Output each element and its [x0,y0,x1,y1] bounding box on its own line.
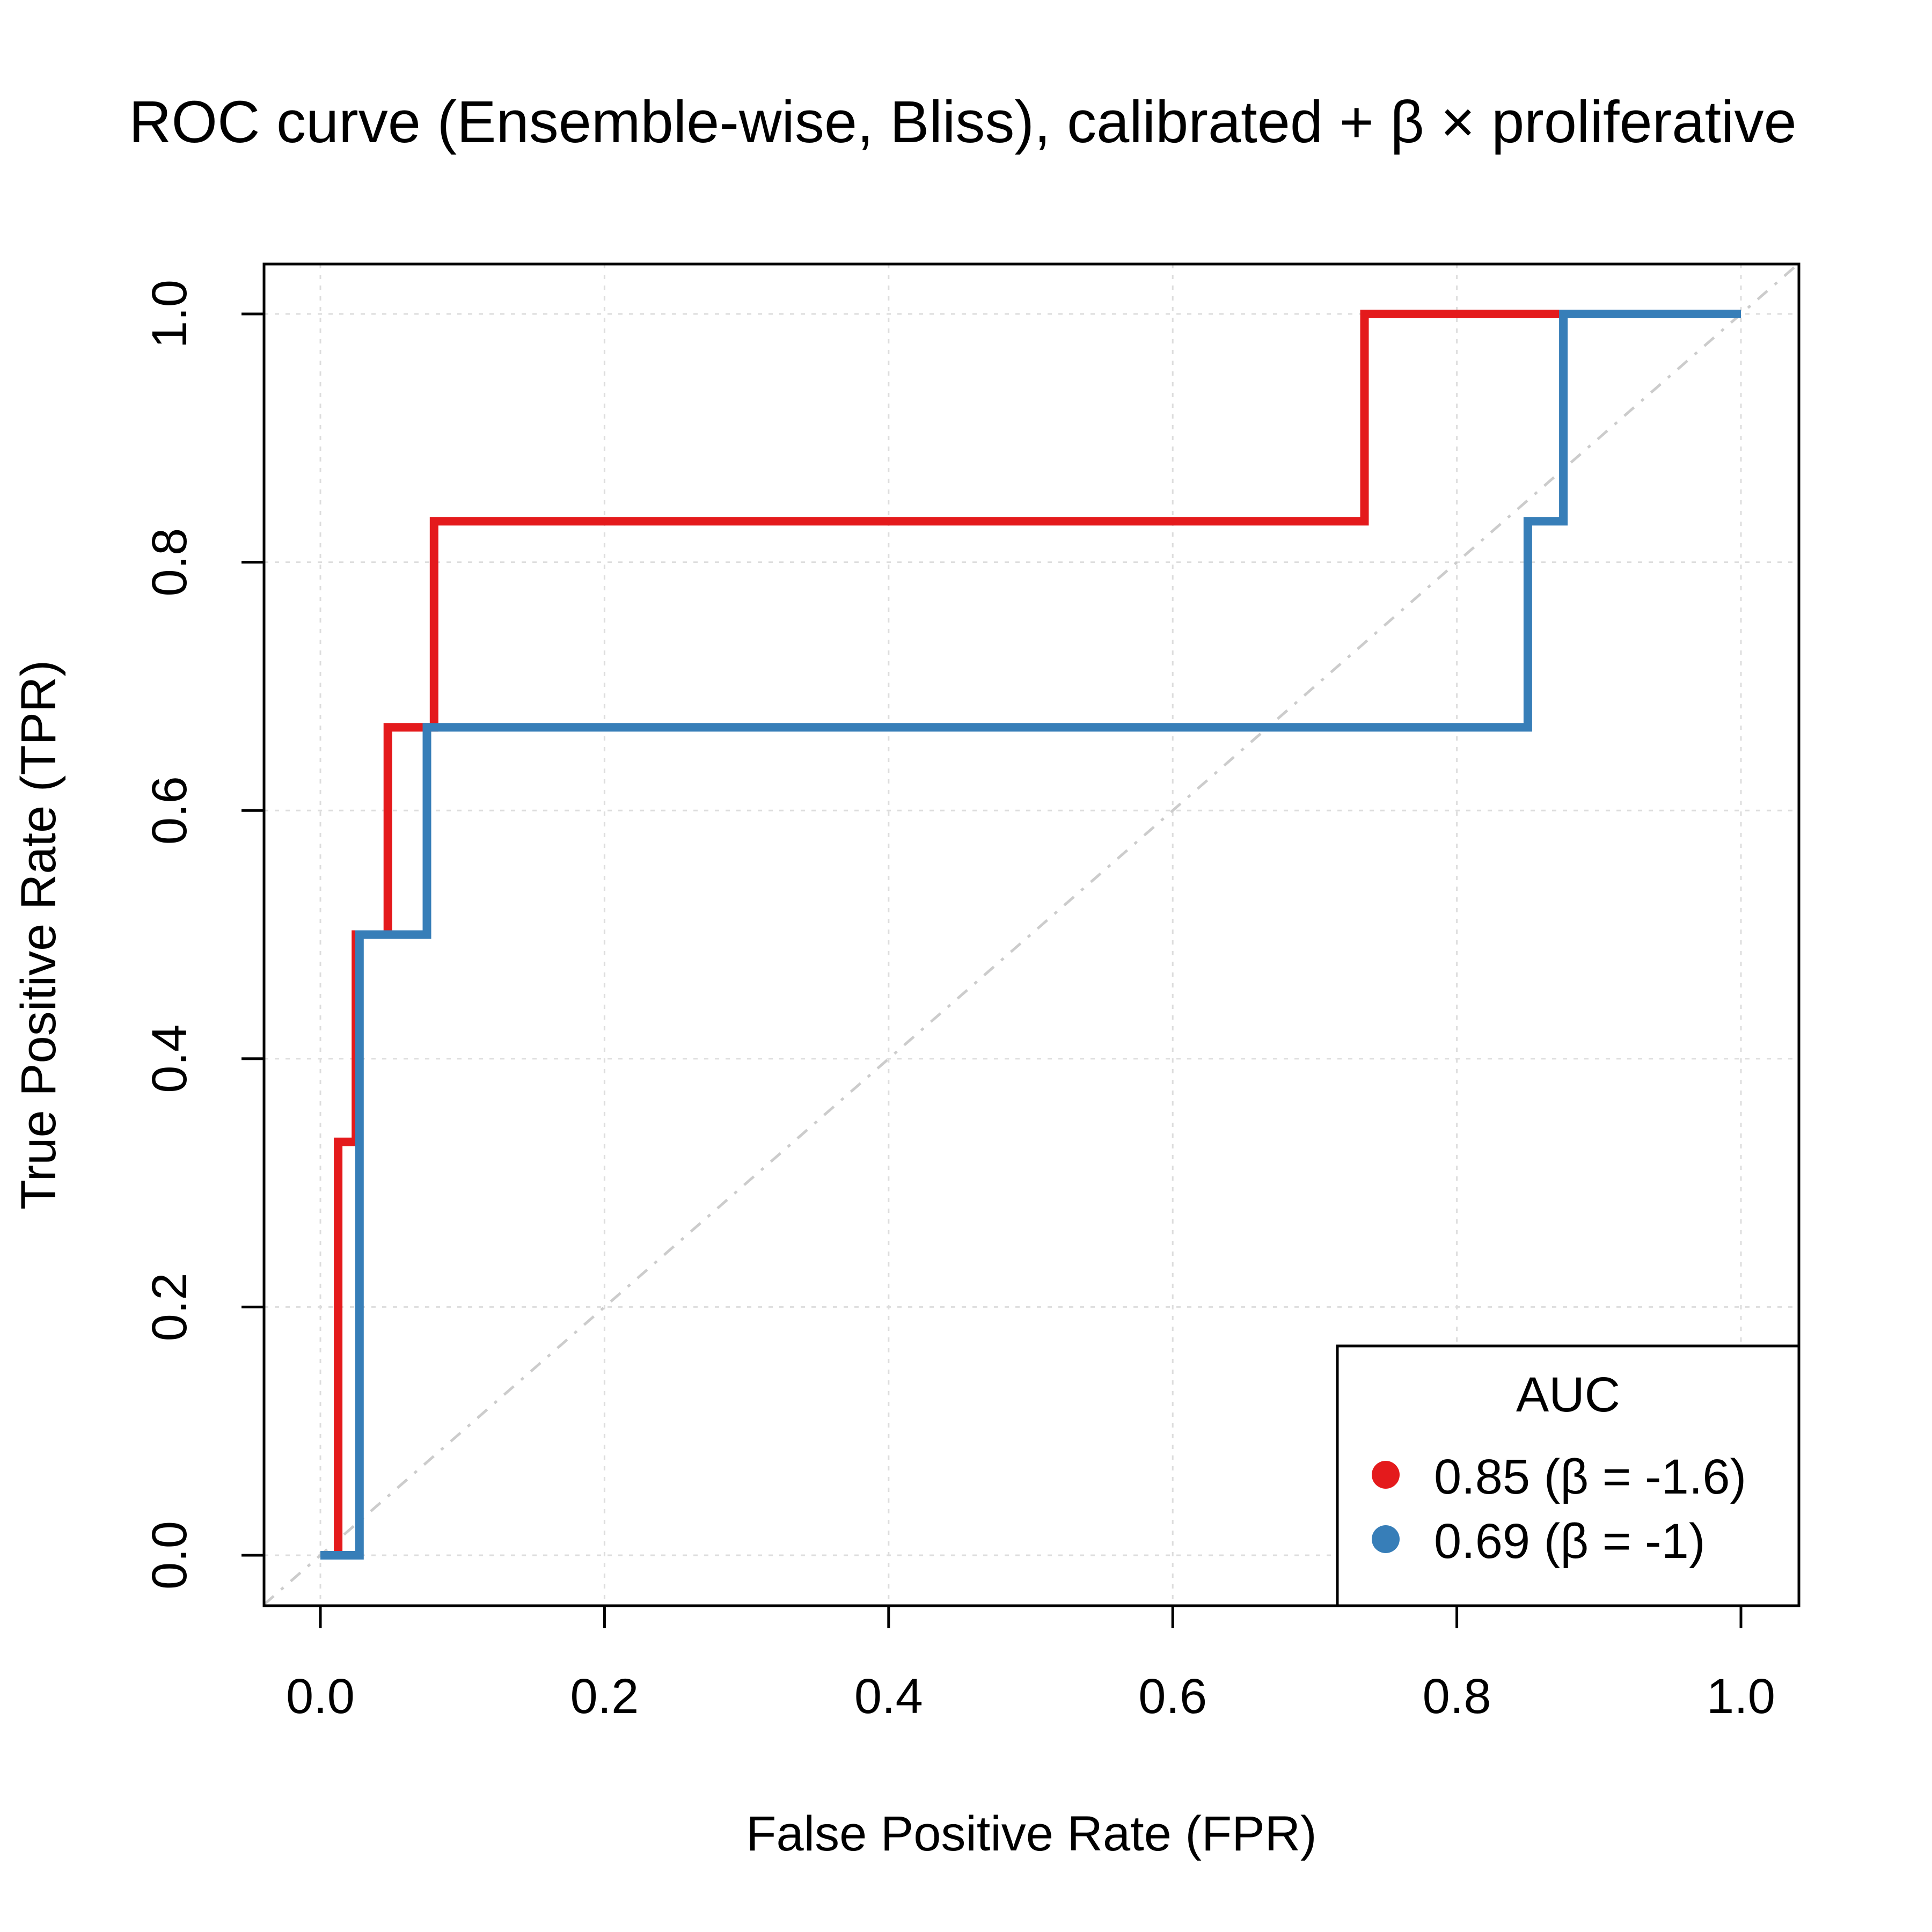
x-tick-label: 1.0 [1707,1669,1775,1724]
legend-title: AUC [1516,1367,1620,1422]
x-tick-label: 0.6 [1138,1669,1207,1724]
x-axis-label: False Positive Rate (FPR) [746,1806,1316,1861]
x-tick-label: 0.8 [1423,1669,1491,1724]
y-tick-label: 0.6 [142,776,197,845]
x-axis: 0.0 0.2 0.4 0.6 0.8 1.0 [286,1606,1775,1724]
chart-title: ROC curve (Ensemble-wise, Bliss), calibr… [129,89,1797,155]
x-tick-label: 0.0 [286,1669,355,1724]
x-tick-label: 0.4 [854,1669,923,1724]
legend-label-series-2: 0.69 (β = -1) [1434,1514,1705,1569]
legend-label-series-1: 0.85 (β = -1.6) [1434,1450,1746,1504]
plot-frame [262,262,1801,1607]
legend-box [1336,1344,1801,1607]
y-axis-label: True Positive Rate (TPR) [11,660,66,1210]
y-axis: 0.0 0.2 0.4 0.6 0.8 1.0 [142,280,264,1590]
y-tick-label: 0.0 [142,1521,197,1590]
y-tick-label: 0.4 [142,1024,197,1093]
legend-marker-series-1 [1372,1461,1400,1489]
legend-marker-series-2 [1372,1525,1400,1553]
series-layer [320,310,1741,1560]
y-tick-label: 1.0 [142,280,197,348]
roc-series-2 [320,310,1741,1560]
x-tick-label: 0.2 [570,1669,639,1724]
y-tick-label: 0.8 [142,528,197,597]
y-tick-label: 0.2 [142,1272,197,1341]
roc-series-1 [320,310,1564,1560]
legend: AUC 0.85 (β = -1.6) 0.69 (β = -1) [1336,1344,1801,1607]
